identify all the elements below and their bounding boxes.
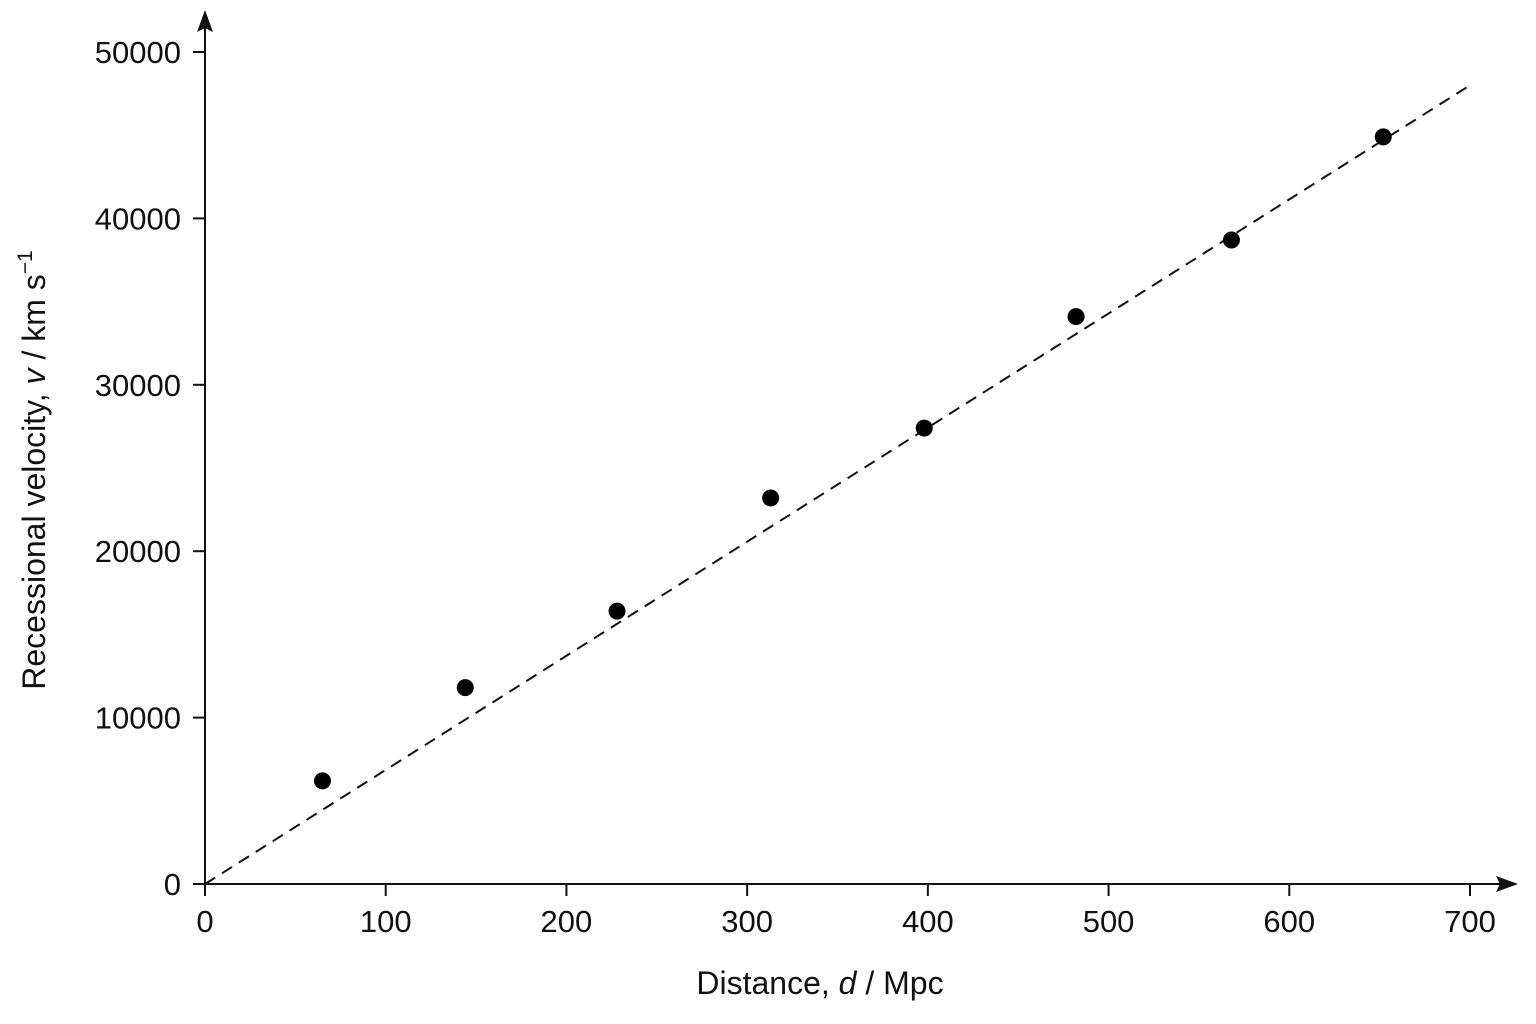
x-tick-label: 200 (541, 904, 593, 939)
y-tick-label: 40000 (95, 201, 181, 236)
data-point (1374, 128, 1392, 146)
y-tick-label: 0 (164, 867, 181, 902)
x-axis-title: Distance, d / Mpc (696, 965, 943, 1001)
x-tick-label: 100 (360, 904, 412, 939)
data-point (1067, 308, 1085, 326)
x-tick-label: 0 (196, 904, 213, 939)
x-tick-label: 400 (902, 904, 954, 939)
y-axis-title: Recessional velocity, v / km s−1 (14, 250, 52, 689)
y-axis-arrow (197, 10, 213, 32)
y-tick-label: 50000 (95, 35, 181, 70)
x-ticks: 0 100 200 300 400 500 600 700 (196, 884, 1496, 939)
data-points (313, 128, 1392, 790)
data-point (915, 419, 933, 437)
x-tick-label: 500 (1083, 904, 1135, 939)
y-tick-label: 20000 (95, 534, 181, 569)
axes (197, 10, 1518, 892)
data-point (456, 679, 474, 697)
data-point (1222, 231, 1240, 249)
y-ticks: 0 10000 20000 30000 40000 50000 (95, 35, 205, 902)
x-tick-label: 300 (721, 904, 773, 939)
y-tick-label: 10000 (95, 701, 181, 736)
data-point (313, 772, 331, 790)
data-point (608, 602, 626, 620)
x-axis-arrow (1496, 876, 1518, 892)
data-point (762, 489, 780, 507)
x-tick-label: 600 (1263, 904, 1315, 939)
best-fit-line (204, 84, 1471, 885)
x-tick-label: 700 (1444, 904, 1496, 939)
y-tick-label: 30000 (95, 368, 181, 403)
